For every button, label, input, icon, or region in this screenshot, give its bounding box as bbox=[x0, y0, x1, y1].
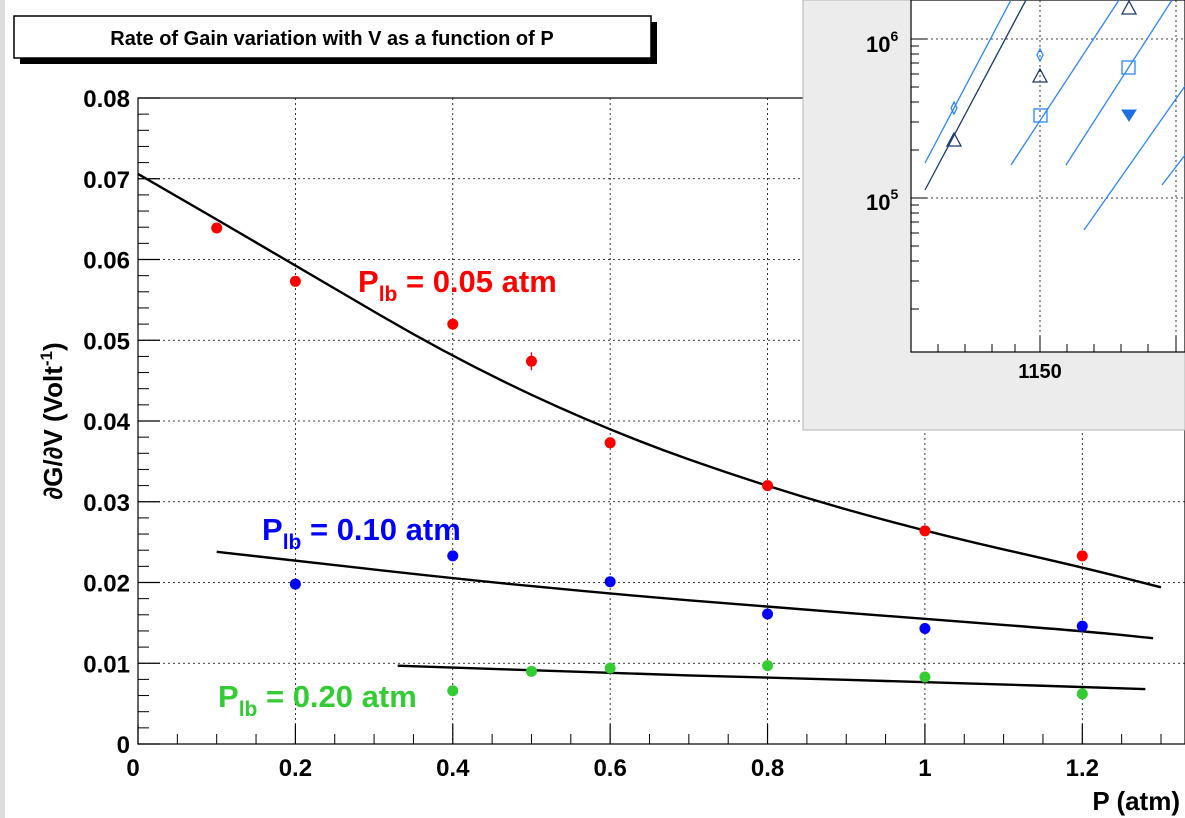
y-tick-label: 0.02 bbox=[83, 571, 130, 598]
y-tick-label: 0 bbox=[117, 732, 130, 759]
data-point-series-2 bbox=[525, 665, 537, 677]
y-axis-label-sup: -1 bbox=[37, 351, 56, 366]
data-point-series-2 bbox=[447, 685, 459, 697]
inset-ytick-1e5-exp: 5 bbox=[890, 186, 898, 202]
data-point-series-2 bbox=[1076, 688, 1088, 700]
data-point-series-2 bbox=[604, 662, 616, 674]
y-tick-labels: 0 0.01 0.02 0.03 0.04 0.05 0.06 0.07 0.08 bbox=[83, 86, 130, 759]
series-label-0: Plb = 0.05 atm bbox=[358, 264, 557, 306]
fit-curve-1 bbox=[216, 550, 1154, 640]
x-tick-label: 0 bbox=[126, 755, 139, 782]
y-tick-label: 0.06 bbox=[83, 248, 130, 275]
inset-frame bbox=[910, 0, 1185, 353]
y-axis-label-end: ) bbox=[38, 342, 68, 351]
inset-ticks bbox=[911, 38, 1177, 352]
data-point-series-0 bbox=[1076, 550, 1088, 562]
fit-curve-0 bbox=[137, 172, 1162, 589]
inset-fit-line bbox=[1065, 0, 1173, 166]
inset-diamond-marker bbox=[950, 100, 958, 116]
x-tick-label: 1 bbox=[918, 755, 931, 782]
data-point-series-0 bbox=[289, 275, 301, 287]
data-point-series-0 bbox=[919, 525, 931, 537]
fit-curves bbox=[137, 172, 1162, 691]
inset-triangle-marker bbox=[945, 131, 963, 147]
data-point-series-1 bbox=[447, 550, 459, 562]
x-tick-label: 0.2 bbox=[279, 755, 312, 782]
inset-triangle-marker bbox=[1120, 0, 1138, 15]
series-label-2: Plb = 0.20 atm bbox=[218, 679, 417, 721]
inset-triangle-marker bbox=[1031, 67, 1049, 83]
inset-fit-lines bbox=[924, 0, 1185, 231]
series-label-1: Plb = 0.10 atm bbox=[262, 512, 461, 554]
inset-diamond-marker bbox=[1036, 47, 1044, 63]
x-tick-label: 0.8 bbox=[751, 755, 784, 782]
inset-ytick-1e5: 105 bbox=[866, 186, 898, 215]
y-tick-label: 0.03 bbox=[83, 490, 130, 517]
series-label-main: P bbox=[218, 679, 239, 714]
inset-fit-line bbox=[1083, 85, 1185, 231]
data-point-series-0 bbox=[762, 480, 774, 492]
series-label-sub: lb bbox=[239, 698, 258, 721]
y-tick-label: 0.08 bbox=[83, 86, 130, 113]
data-point-series-0 bbox=[211, 222, 223, 234]
y-tick-label: 0.04 bbox=[83, 409, 130, 436]
x-tick-label: 0.4 bbox=[436, 755, 470, 782]
x-tick-label: 0.6 bbox=[593, 755, 626, 782]
x-axis-label: P (atm) bbox=[1092, 786, 1180, 816]
data-point-series-0 bbox=[604, 437, 616, 449]
series-label-main: P bbox=[358, 264, 379, 299]
data-point-series-1 bbox=[604, 576, 616, 588]
data-point-series-1 bbox=[1076, 620, 1088, 632]
inset-ytick-1e6: 106 bbox=[866, 28, 898, 57]
data-point-series-1 bbox=[919, 623, 931, 635]
series-label-rest: = 0.10 atm bbox=[301, 512, 460, 547]
y-axis-label-main: ∂G/∂V (Volt bbox=[38, 366, 68, 500]
inset-fit-line bbox=[924, 0, 1012, 164]
data-point-series-0 bbox=[447, 318, 459, 330]
series-label-rest: = 0.20 atm bbox=[257, 679, 416, 714]
title-box-frame bbox=[13, 15, 652, 59]
inset-ytick-1e6-exp: 6 bbox=[890, 28, 898, 44]
y-tick-label: 0.07 bbox=[83, 167, 130, 194]
data-point-series-1 bbox=[762, 608, 774, 620]
inset-ytick-1e5-base: 10 bbox=[866, 190, 890, 215]
data-point-series-2 bbox=[762, 660, 774, 672]
title-box: Rate of Gain variation with V as a funct… bbox=[13, 15, 657, 64]
inset-plot: 106 105 1150 bbox=[802, 0, 1185, 431]
data-points bbox=[211, 222, 1088, 700]
x-tick-labels: 0 0.2 0.4 0.6 0.8 1 1.2 bbox=[126, 755, 1099, 782]
series-label-sub: lb bbox=[283, 531, 302, 554]
chart-title: Rate of Gain variation with V as a funct… bbox=[110, 28, 553, 50]
data-point-series-2 bbox=[919, 671, 931, 683]
inset-markers bbox=[945, 0, 1138, 147]
series-label-rest: = 0.05 atm bbox=[397, 264, 556, 299]
series-label-main: P bbox=[262, 512, 283, 547]
y-tick-label: 0.01 bbox=[83, 651, 130, 678]
fit-curve-2 bbox=[397, 664, 1146, 691]
y-axis-label: ∂G/∂V (Volt-1) bbox=[37, 342, 68, 499]
inset-filled-triangle-marker bbox=[1121, 109, 1137, 122]
main-plot: 0 0.01 0.02 0.03 0.04 0.05 0.06 0.07 0.08 0 0.2 0.… bbox=[37, 86, 1185, 816]
inset-xtick-1150: 1150 bbox=[1018, 361, 1061, 383]
y-tick-label: 0.05 bbox=[83, 328, 130, 355]
x-tick-label: 1.2 bbox=[1066, 755, 1099, 782]
inset-fit-line bbox=[924, 0, 1027, 191]
inset-ytick-1e6-base: 10 bbox=[866, 32, 890, 57]
inset-fit-line bbox=[1010, 0, 1120, 166]
left-edge-strip bbox=[0, 0, 5, 818]
inset-square-marker bbox=[1121, 60, 1136, 75]
inset-square-marker bbox=[1033, 108, 1048, 123]
data-point-series-1 bbox=[289, 578, 301, 590]
series-label-sub: lb bbox=[379, 283, 398, 306]
axis-ticks bbox=[137, 97, 1162, 745]
inset-grid bbox=[911, 0, 1185, 352]
inset-fit-line bbox=[1161, 154, 1185, 186]
